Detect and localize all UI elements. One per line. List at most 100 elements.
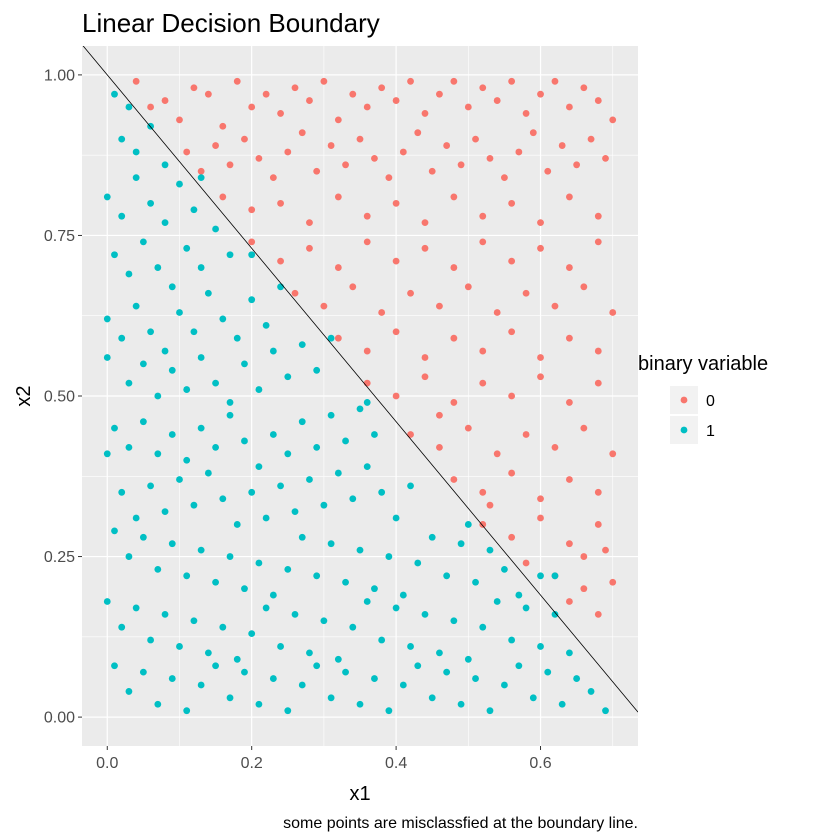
data-point	[147, 636, 154, 644]
y-tick-label: 0.50	[44, 389, 75, 406]
data-point	[580, 84, 588, 92]
decision-boundary-line	[82, 46, 638, 713]
data-point	[544, 167, 552, 175]
series-0	[132, 77, 617, 618]
data-point	[132, 77, 140, 85]
legend-title: binary variable	[638, 353, 768, 375]
data-point	[407, 482, 414, 490]
x-tick-label: 0.2	[241, 755, 263, 772]
data-point	[139, 238, 147, 246]
data-point	[313, 443, 321, 451]
data-point	[132, 148, 140, 156]
data-point	[334, 334, 342, 342]
data-point	[537, 244, 544, 252]
data-point	[450, 399, 458, 406]
data-point	[537, 572, 544, 580]
data-point	[493, 450, 501, 458]
data-point	[154, 450, 162, 458]
data-point	[248, 238, 256, 246]
data-point	[363, 399, 371, 406]
data-point	[262, 321, 270, 329]
data-point	[125, 553, 133, 560]
data-point	[298, 418, 306, 426]
data-point	[284, 707, 292, 715]
data-point	[241, 135, 248, 143]
data-point	[269, 675, 277, 682]
data-point	[183, 244, 191, 252]
data-point	[183, 572, 191, 580]
data-point	[457, 161, 465, 169]
data-point	[436, 443, 443, 451]
data-point	[594, 238, 602, 246]
legend-label-0: 0	[706, 393, 715, 410]
data-point	[580, 424, 588, 432]
data-point	[212, 379, 219, 387]
data-point	[501, 565, 508, 573]
data-point	[262, 514, 270, 522]
legend-marker-0	[680, 396, 688, 404]
data-point	[580, 283, 588, 291]
data-point	[551, 443, 559, 451]
data-point	[363, 212, 371, 220]
data-point	[111, 90, 118, 98]
data-point	[486, 707, 494, 715]
data-point	[342, 161, 349, 169]
data-point	[306, 219, 313, 227]
data-point	[139, 668, 147, 676]
data-point	[436, 302, 443, 310]
data-point	[219, 315, 227, 323]
data-point	[594, 212, 602, 220]
data-point	[277, 283, 284, 291]
data-point	[226, 411, 234, 419]
data-point	[428, 694, 436, 702]
data-point	[342, 578, 349, 586]
data-point	[493, 598, 501, 605]
data-point	[125, 379, 133, 387]
data-point	[508, 533, 516, 541]
legend-label-1: 1	[706, 423, 715, 440]
data-point	[219, 623, 227, 631]
data-point	[118, 212, 126, 220]
data-point	[522, 431, 530, 438]
data-point	[298, 681, 306, 689]
data-point	[609, 309, 617, 316]
data-point	[284, 565, 292, 573]
data-point	[414, 662, 422, 670]
data-point	[457, 700, 465, 708]
data-point	[566, 598, 573, 605]
data-point	[111, 527, 118, 535]
data-point	[241, 585, 248, 593]
data-point	[284, 450, 292, 458]
data-point	[443, 572, 451, 580]
data-point	[349, 283, 357, 291]
data-point	[508, 636, 516, 644]
data-point	[298, 129, 306, 137]
data-point	[154, 264, 162, 271]
data-point	[580, 585, 588, 593]
data-point	[183, 707, 191, 715]
data-point	[537, 354, 544, 361]
data-point	[486, 546, 494, 554]
data-point	[479, 212, 487, 220]
data-point	[103, 354, 111, 361]
y-axis-ticks: 0.00 0.25 0.50 0.75 1.00	[44, 67, 82, 727]
data-point	[334, 264, 342, 271]
data-point	[197, 174, 205, 182]
data-point	[204, 649, 212, 657]
data-point	[522, 559, 530, 567]
data-point	[464, 283, 472, 291]
data-point	[306, 649, 313, 657]
y-tick-label: 1.00	[44, 67, 75, 84]
data-point	[212, 225, 219, 233]
data-point	[508, 469, 516, 477]
data-point	[161, 347, 169, 355]
y-tick-label: 0.75	[44, 228, 75, 245]
data-point	[284, 373, 292, 381]
data-point	[493, 309, 501, 316]
legend: binary variable 0 1	[638, 353, 768, 444]
data-point	[190, 501, 198, 509]
data-point	[472, 135, 479, 143]
data-point	[147, 482, 154, 490]
data-point	[154, 565, 162, 573]
data-point	[298, 533, 306, 541]
